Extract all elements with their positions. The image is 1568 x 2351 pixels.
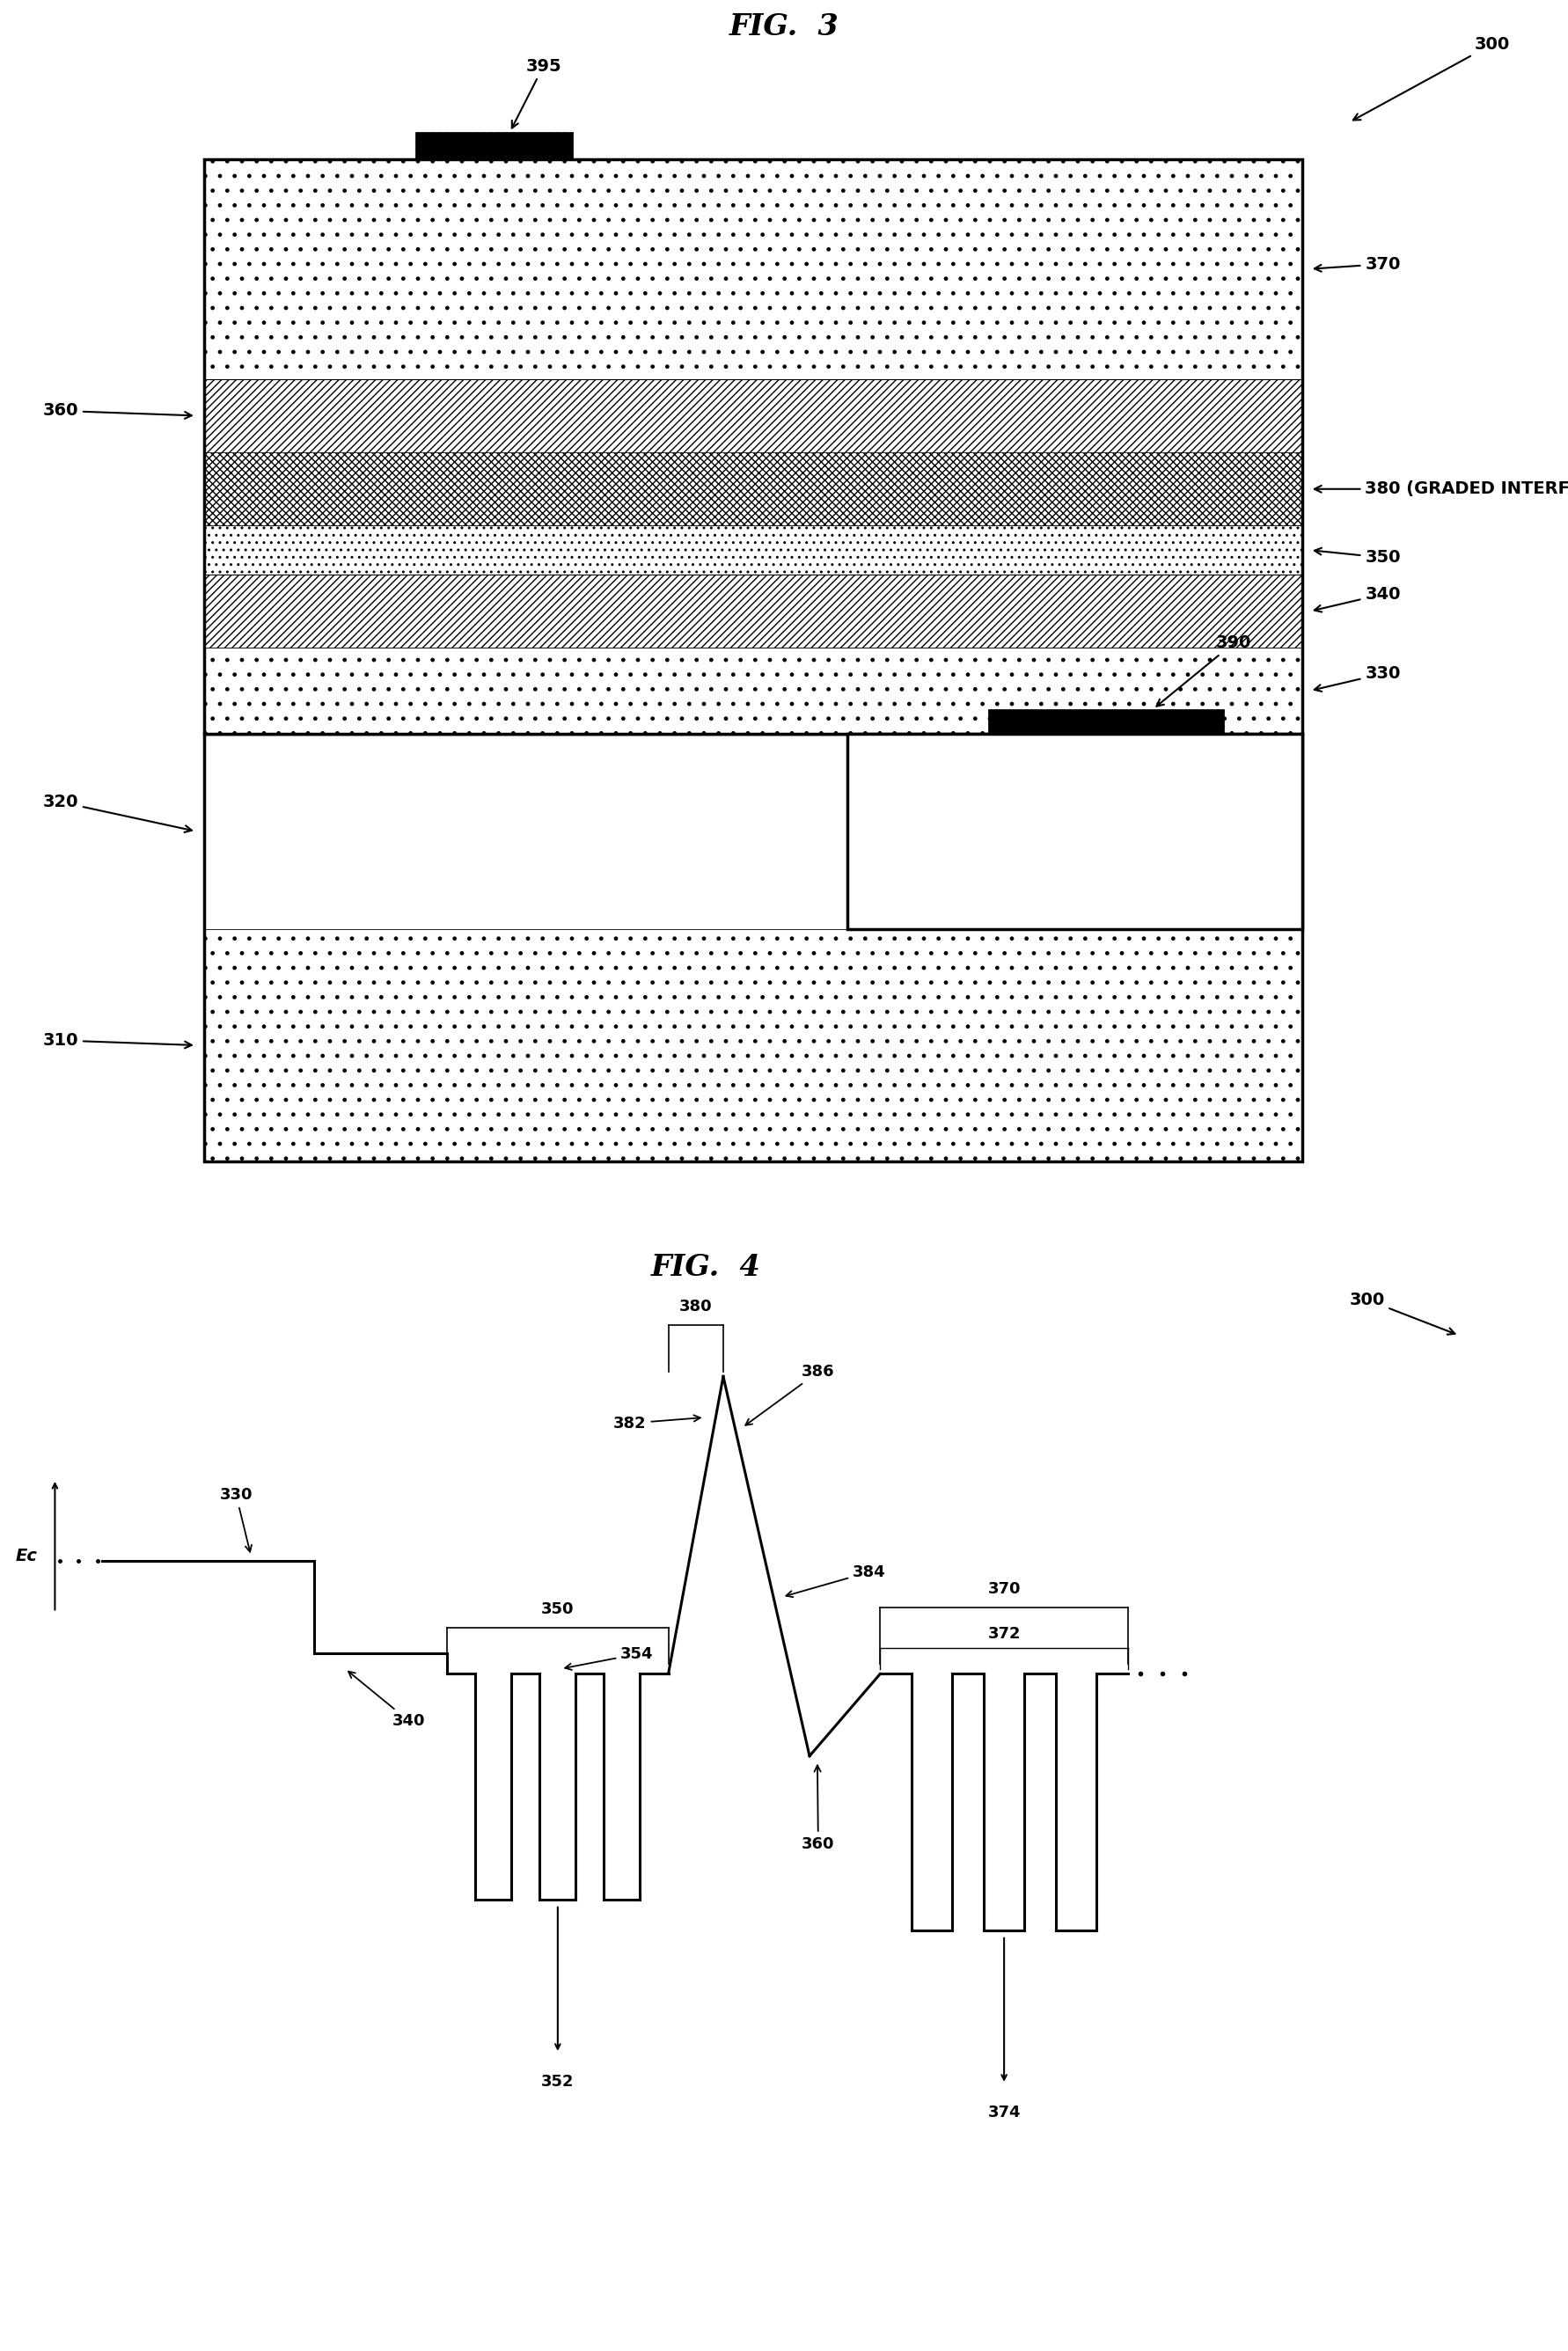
Text: 382: 382 <box>613 1415 699 1432</box>
Bar <box>204 734 1301 1161</box>
Bar <box>416 132 572 160</box>
Text: 310: 310 <box>42 1032 191 1049</box>
Text: FIG.  4: FIG. 4 <box>651 1253 760 1281</box>
Text: 300: 300 <box>1348 1291 1454 1335</box>
Text: 386: 386 <box>745 1364 834 1425</box>
Text: 384: 384 <box>786 1563 886 1596</box>
Bar <box>204 574 1301 649</box>
Bar <box>988 710 1223 734</box>
Text: 380 (GRADED INTERFACES): 380 (GRADED INTERFACES) <box>1314 480 1568 498</box>
Text: 300: 300 <box>1353 35 1510 120</box>
Bar <box>204 379 1301 451</box>
Text: 340: 340 <box>348 1672 425 1728</box>
Text: 340: 340 <box>1314 585 1400 611</box>
Text: 390: 390 <box>1156 635 1251 705</box>
Bar <box>204 160 1301 379</box>
Text: 374: 374 <box>986 2104 1021 2121</box>
Text: 330: 330 <box>220 1488 252 1552</box>
Text: 330: 330 <box>1314 665 1400 691</box>
Text: 370: 370 <box>1314 256 1400 273</box>
Text: 370: 370 <box>986 1582 1021 1596</box>
Text: 360: 360 <box>801 1766 834 1853</box>
Text: Ec: Ec <box>16 1547 38 1563</box>
Bar <box>847 734 1301 929</box>
Text: 395: 395 <box>511 59 561 127</box>
Text: 320: 320 <box>42 795 191 832</box>
Text: 352: 352 <box>541 2074 574 2090</box>
Text: 350: 350 <box>541 1601 574 1617</box>
Text: 360: 360 <box>42 402 191 418</box>
Text: FIG.  3: FIG. 3 <box>729 12 839 42</box>
Bar <box>204 734 1301 929</box>
Bar <box>204 929 1301 1161</box>
Bar <box>204 160 1301 734</box>
Bar <box>204 649 1301 734</box>
Bar <box>204 527 1301 574</box>
Text: 372: 372 <box>986 1627 1021 1641</box>
Bar <box>204 451 1301 527</box>
Text: 354: 354 <box>564 1646 654 1669</box>
Text: 380: 380 <box>679 1300 712 1314</box>
Text: 350: 350 <box>1314 548 1400 567</box>
